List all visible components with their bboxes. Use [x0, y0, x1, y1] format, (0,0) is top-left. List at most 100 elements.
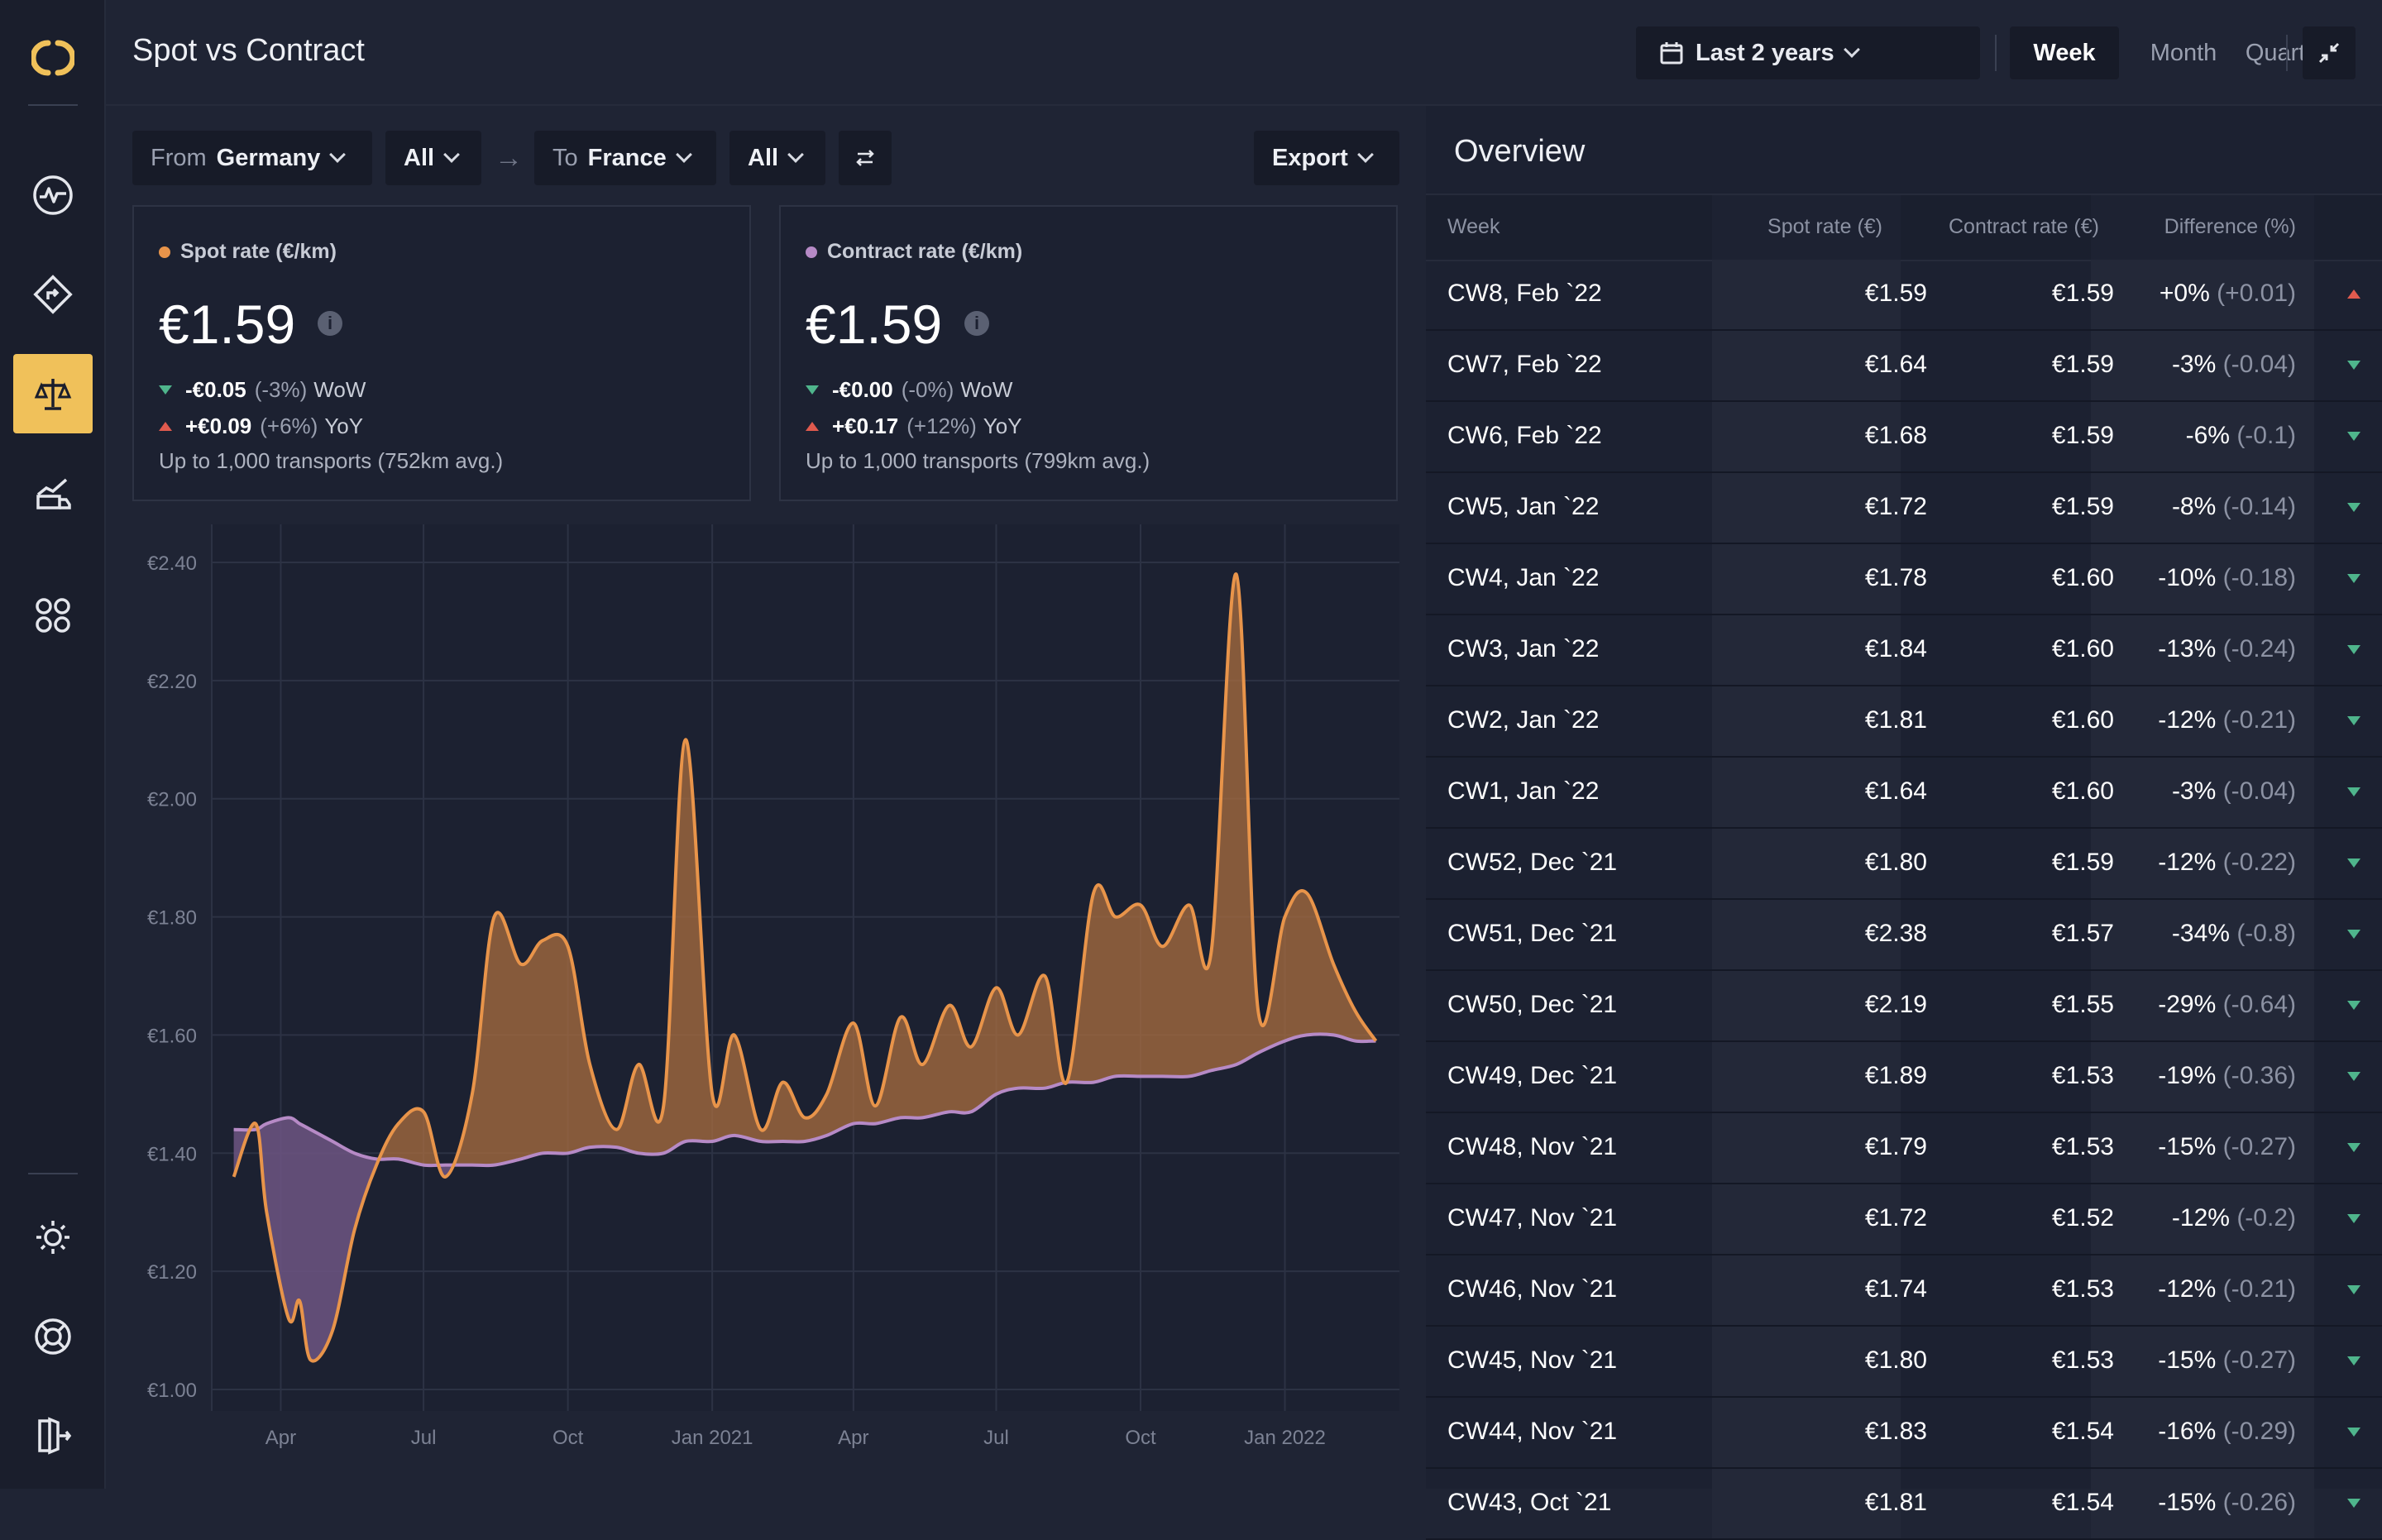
logo-brackets-icon[interactable] — [13, 18, 93, 98]
scale-icon[interactable] — [13, 354, 93, 433]
table-row[interactable]: CW49, Dec `21 €1.89 €1.53 -19% (-0.36) — [1426, 1042, 2382, 1113]
table-row[interactable]: CW50, Dec `21 €2.19 €1.55 -29% (-0.64) — [1426, 971, 2382, 1042]
y-tick-label: €1.20 — [147, 1261, 197, 1284]
table-row[interactable]: CW51, Dec `21 €2.38 €1.57 -34% (-0.8) — [1426, 900, 2382, 971]
trend-down-icon — [2347, 645, 2360, 654]
week-cell: CW5, Jan `22 — [1447, 493, 1600, 520]
info-icon[interactable]: i — [964, 311, 989, 336]
chevron-down-icon — [329, 146, 347, 163]
difference-abs: (-0.2) — [2236, 1204, 2296, 1232]
table-row[interactable]: CW1, Jan `22 €1.64 €1.60 -3% (-0.04) — [1426, 758, 2382, 829]
spot-rate-cell: €1.81 — [1864, 1489, 1927, 1516]
contract-rate-cell: €1.53 — [2051, 1275, 2114, 1303]
column-shade — [2091, 686, 2314, 756]
table-row[interactable]: CW44, Nov `21 €1.83 €1.54 -16% (-0.29) — [1426, 1398, 2382, 1469]
header-divider — [2286, 35, 2288, 71]
date-range-label: Last 2 years — [1696, 39, 1834, 66]
contract-rate-cell: €1.60 — [2051, 777, 2114, 805]
trend-down-icon — [806, 385, 819, 395]
table-row[interactable]: CW5, Jan `22 €1.72 €1.59 -8% (-0.14) — [1426, 473, 2382, 544]
calendar-icon — [1660, 42, 1683, 65]
table-row[interactable]: CW2, Jan `22 €1.81 €1.60 -12% (-0.21) — [1426, 686, 2382, 758]
to-region-value: All — [748, 144, 779, 171]
info-icon[interactable]: i — [318, 311, 342, 336]
table-row[interactable]: CW47, Nov `21 €1.72 €1.52 -12% (-0.2) — [1426, 1184, 2382, 1255]
week-cell: CW44, Nov `21 — [1447, 1418, 1618, 1445]
y-tick-label: €1.40 — [147, 1143, 197, 1165]
x-tick-label: Oct — [1125, 1427, 1156, 1449]
apps-grid-icon[interactable] — [13, 576, 93, 655]
difference-abs: (-0.14) — [2222, 493, 2296, 520]
trend-down-icon — [2347, 1072, 2360, 1081]
week-cell: CW6, Feb `22 — [1447, 422, 1602, 449]
wow-value: -€0.05 — [185, 377, 246, 402]
table-row[interactable]: CW8, Feb `22 €1.59 €1.59 +0% (+0.01) — [1426, 260, 2382, 331]
table-row[interactable]: CW6, Feb `22 €1.68 €1.59 -6% (-0.1) — [1426, 402, 2382, 473]
to-label: To — [552, 144, 578, 171]
column-shade — [2091, 1042, 2314, 1112]
difference-pct: -6% — [2185, 422, 2230, 449]
period-week-button[interactable]: Week — [2010, 26, 2119, 79]
contract-rate-cell: €1.53 — [2051, 1346, 2114, 1374]
trend-down-icon — [2347, 787, 2360, 796]
spot-rate-cell: €1.74 — [1864, 1275, 1927, 1303]
table-row[interactable]: CW3, Jan `22 €1.84 €1.60 -13% (-0.24) — [1426, 615, 2382, 686]
truck-chart-icon[interactable] — [13, 453, 93, 533]
trend-down-icon — [2347, 858, 2360, 868]
from-country-select[interactable]: From Germany — [132, 131, 372, 185]
difference-cell: -15% (-0.27) — [2158, 1346, 2296, 1375]
column-shade — [1712, 195, 1901, 260]
column-shade — [2091, 473, 2314, 543]
column-shade — [1712, 971, 1901, 1040]
column-header-spot[interactable]: Spot rate (€) — [1767, 215, 1882, 238]
column-shade — [2091, 829, 2314, 898]
difference-abs: (-0.27) — [2222, 1133, 2296, 1160]
table-row[interactable]: CW7, Feb `22 €1.64 €1.59 -3% (-0.04) — [1426, 331, 2382, 402]
activity-icon[interactable] — [13, 155, 93, 235]
from-region-value: All — [404, 144, 435, 171]
collapse-icon[interactable] — [2303, 26, 2356, 79]
table-row[interactable]: CW46, Nov `21 €1.74 €1.53 -12% (-0.21) — [1426, 1255, 2382, 1327]
table-row[interactable]: CW43, Oct `21 €1.81 €1.54 -15% (-0.26) — [1426, 1469, 2382, 1540]
chevron-down-icon — [443, 146, 460, 163]
difference-pct: -34% — [2171, 920, 2230, 947]
column-shade — [2091, 1398, 2314, 1467]
from-region-select[interactable]: All — [385, 131, 481, 185]
difference-pct: -12% — [2158, 706, 2217, 734]
column-header-difference[interactable]: Difference (%) — [2164, 215, 2296, 238]
period-month-button[interactable]: Month — [2150, 39, 2217, 66]
contract-rate-cell: €1.53 — [2051, 1062, 2114, 1089]
export-button[interactable]: Export — [1254, 131, 1399, 185]
column-shade — [1712, 1255, 1901, 1325]
spot-rate-cell: €1.89 — [1864, 1062, 1927, 1089]
spot-vs-contract-chart[interactable]: €1.00 €1.20 €1.40 €1.60 €1.80 €2.00 €2.20 €2.40… — [132, 524, 1399, 1489]
week-cell: CW8, Feb `22 — [1447, 280, 1602, 307]
column-header-contract[interactable]: Contract rate (€) — [1948, 215, 2099, 238]
y-tick-label: €1.00 — [147, 1380, 197, 1402]
routes-icon[interactable] — [13, 255, 93, 334]
support-lifebuoy-icon[interactable] — [13, 1297, 93, 1376]
kpi-title-text: Spot rate (€/km) — [180, 240, 337, 263]
contract-rate-cell: €1.54 — [2051, 1418, 2114, 1445]
to-country-select[interactable]: To France — [534, 131, 716, 185]
trend-down-icon — [2347, 503, 2360, 512]
column-header-week[interactable]: Week — [1447, 215, 1500, 238]
date-range-select[interactable]: Last 2 years — [1636, 26, 1980, 79]
difference-abs: (-0.21) — [2222, 706, 2296, 734]
table-row[interactable]: CW52, Dec `21 €1.80 €1.59 -12% (-0.22) — [1426, 829, 2382, 900]
swap-icon[interactable] — [839, 131, 892, 185]
difference-pct: -15% — [2158, 1489, 2217, 1516]
logout-icon[interactable] — [13, 1396, 93, 1475]
column-shade — [1712, 829, 1901, 898]
to-region-select[interactable]: All — [729, 131, 825, 185]
table-row[interactable]: CW4, Jan `22 €1.78 €1.60 -10% (-0.18) — [1426, 544, 2382, 615]
table-row[interactable]: CW45, Nov `21 €1.80 €1.53 -15% (-0.27) — [1426, 1327, 2382, 1398]
column-shade — [2091, 402, 2314, 471]
kpi-wow: -€0.00 (-0%) WoW — [806, 377, 1012, 403]
x-tick-label: Jan 2022 — [1244, 1427, 1326, 1449]
table-row[interactable]: CW48, Nov `21 €1.79 €1.53 -15% (-0.27) — [1426, 1113, 2382, 1184]
yoy-label: YoY — [983, 414, 1022, 438]
theme-sun-icon[interactable] — [13, 1198, 93, 1277]
trend-down-icon — [2347, 432, 2360, 441]
overview-table-header: Week Spot rate (€) Contract rate (€) Dif… — [1426, 194, 2382, 261]
